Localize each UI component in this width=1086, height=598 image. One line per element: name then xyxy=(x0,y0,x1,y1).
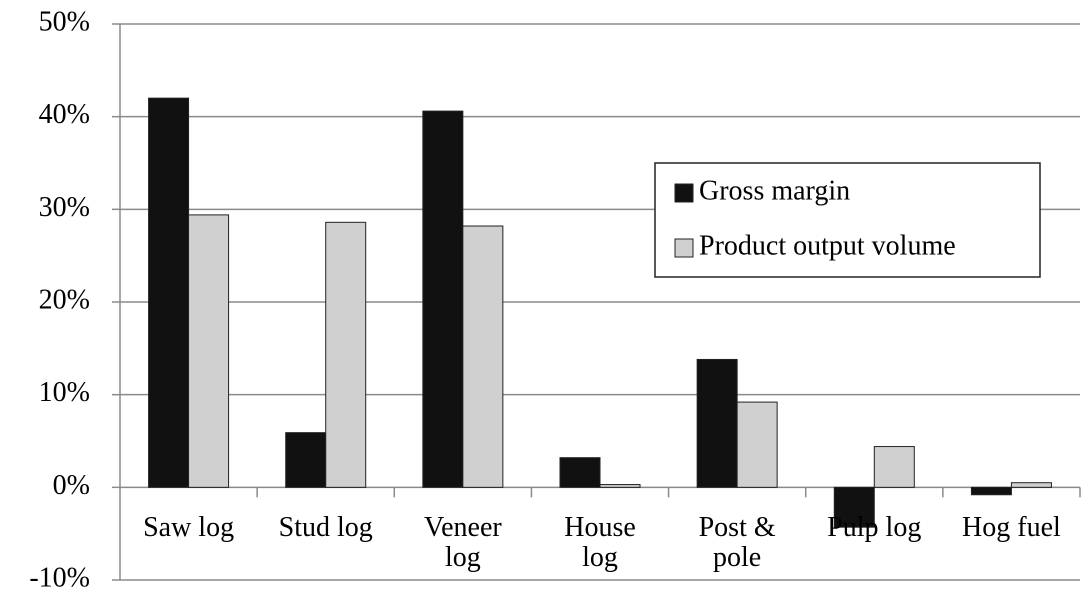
x-tick-label: Saw log xyxy=(143,512,235,544)
bar xyxy=(1010,482,1052,488)
bar xyxy=(422,110,464,488)
y-tick-label: 50% xyxy=(39,6,90,37)
bar xyxy=(833,486,875,528)
bar xyxy=(148,97,190,488)
y-tick-label: 40% xyxy=(39,99,90,130)
legend-box xyxy=(654,162,1041,278)
bar xyxy=(462,225,504,488)
legend-label: Gross margin xyxy=(699,175,850,206)
bar xyxy=(559,457,601,488)
bar xyxy=(696,358,738,488)
y-tick-label: -10% xyxy=(29,562,90,593)
x-tick-label: Post & pole xyxy=(698,512,776,574)
x-tick-label: Hog fuel xyxy=(962,512,1061,544)
y-tick-label: 30% xyxy=(39,192,90,223)
x-tick-label: Stud log xyxy=(278,512,373,544)
x-tick-label: House log xyxy=(564,512,636,574)
x-tick-label: Veneer log xyxy=(423,512,502,574)
bar xyxy=(188,214,230,488)
bar xyxy=(285,432,327,488)
legend-swatch xyxy=(674,183,694,203)
legend-swatch xyxy=(674,238,694,258)
y-tick-label: 10% xyxy=(39,377,90,408)
x-tick-label: Pulp log xyxy=(827,512,922,544)
y-tick-label: 0% xyxy=(53,470,90,501)
legend-label: Product output volume xyxy=(699,230,956,261)
bar xyxy=(736,401,778,488)
bar xyxy=(873,446,915,488)
bar xyxy=(325,221,367,488)
bar xyxy=(970,486,1012,496)
y-tick-label: 20% xyxy=(39,284,90,315)
bar xyxy=(599,484,641,488)
